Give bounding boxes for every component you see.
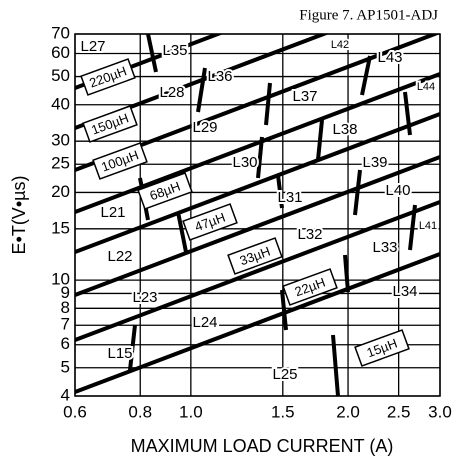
inductor-box [82, 105, 138, 143]
region-label: L21 [100, 204, 125, 221]
x-tick-label: 2.5 [387, 402, 411, 421]
region-label: L35 [162, 42, 187, 59]
region-label: L43 [377, 49, 402, 66]
boundary [316, 119, 324, 161]
inductor-box [182, 203, 238, 241]
y-tick-label: 25 [51, 154, 70, 173]
y-tick-label: 30 [51, 131, 70, 150]
inductor-label: 15µH [354, 329, 410, 367]
region-label: L28 [159, 84, 184, 101]
region-label: L31 [277, 189, 302, 206]
inductor-label: 100µH [92, 142, 148, 180]
x-tick-label: 1.5 [271, 402, 295, 421]
y-tick-label: 7 [61, 315, 70, 334]
inductor-label: 150µH [82, 105, 138, 143]
boundary [331, 334, 340, 396]
region-label: L29 [192, 119, 217, 136]
x-tick-label: 1.0 [179, 402, 203, 421]
y-tick-label: 50 [51, 66, 70, 85]
y-tick-label: 15 [51, 218, 70, 237]
boundary [256, 136, 264, 179]
y-tick-label: 6 [61, 334, 70, 353]
region-label: L41 [419, 220, 437, 232]
region-label: L40 [385, 182, 410, 199]
inductor-box [354, 329, 410, 367]
inductor-box [80, 58, 136, 96]
boundary [264, 82, 272, 126]
chart-title: Figure 7. AP1501-ADJ [299, 7, 438, 23]
y-tick-label: 60 [51, 43, 70, 62]
y-tick-label: 70 [51, 23, 70, 42]
plot-frame [74, 33, 441, 397]
boundary [360, 55, 372, 96]
boundary [403, 91, 412, 136]
y-tick-label: 20 [51, 182, 70, 201]
region-label: L37 [292, 88, 317, 105]
boundary [176, 211, 188, 253]
boundary [75, 200, 440, 342]
boundary [128, 324, 137, 371]
boundary [353, 169, 362, 216]
boundary [75, 34, 330, 130]
y-tick-label: 40 [51, 94, 70, 113]
region-label: L24 [192, 314, 217, 331]
region-label: L39 [362, 154, 387, 171]
region-label: L33 [372, 239, 397, 256]
boundary [280, 289, 288, 331]
y-tick-label: 5 [61, 357, 70, 376]
inductor-box [282, 268, 338, 306]
inductor-box [227, 237, 283, 275]
boundary [408, 204, 417, 251]
y-tick-label: 10 [51, 270, 70, 289]
inductor-label: 22µH [282, 268, 338, 306]
inductor-label: 220µH [80, 58, 136, 96]
region-label: L34 [392, 283, 417, 300]
region-label: L15 [107, 345, 132, 362]
x-tick-label: 0.6 [63, 402, 87, 421]
inductor-label: 33µH [227, 237, 283, 275]
region-label: L27 [80, 38, 105, 55]
region-label: L32 [297, 226, 322, 243]
x-tick-label: 0.8 [128, 402, 152, 421]
boundary [75, 34, 224, 90]
boundary [343, 254, 350, 293]
y-tick-label: 4 [61, 385, 70, 404]
x-axis-label: MAXIMUM LOAD CURRENT (A) [131, 436, 394, 456]
boundary [75, 155, 440, 297]
y-tick-label: 9 [61, 283, 70, 302]
inductor-box [92, 142, 148, 180]
boundary [75, 112, 440, 254]
boundary [146, 34, 158, 73]
region-label: L30 [232, 154, 257, 171]
y-axis-label: E•T(V•µs) [9, 176, 29, 255]
inductor-label: 47µH [182, 203, 238, 241]
region-label: L36 [207, 68, 232, 85]
region-label: L38 [332, 121, 357, 138]
region-label: L25 [272, 366, 297, 383]
inductor-box [137, 172, 193, 210]
boundary [75, 72, 440, 214]
x-tick-label: 2.0 [336, 402, 360, 421]
region-label: L23 [132, 289, 157, 306]
region-label: L44 [417, 81, 435, 93]
region-label: L22 [107, 248, 132, 265]
region-label: L42 [331, 39, 349, 51]
boundary [196, 67, 207, 113]
boundary [75, 252, 440, 394]
y-tick-label: 8 [61, 298, 70, 317]
boundary [276, 174, 284, 209]
x-tick-label: 3.0 [428, 402, 452, 421]
